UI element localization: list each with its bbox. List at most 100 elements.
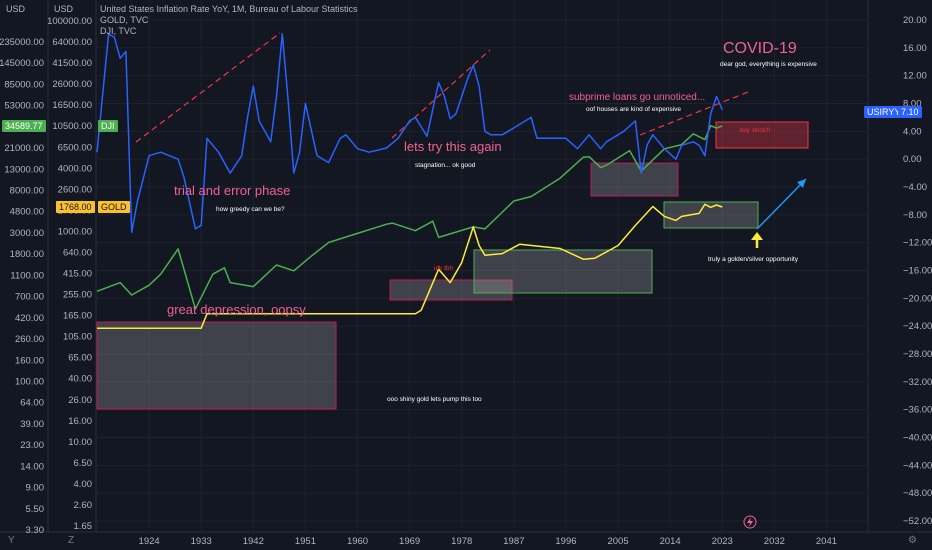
x-tick-label: 1996 [555,536,576,547]
right-tick-label: −32.00 [903,377,932,388]
left-axis-2-tick: 640.00 [63,247,92,258]
annotation-trial-sub: how greedy can we be? [216,206,285,213]
left-axis-2-tick: 6.50 [74,458,93,469]
settings-gear-icon[interactable]: ⚙ [908,535,917,546]
x-tick-label: 2041 [816,536,837,547]
left-axis-1-tick: 4800.00 [10,207,44,218]
projection-arrow-line [756,178,807,230]
left-axis-2-tick: 1.65 [74,521,93,532]
left-axis-2-tick: 4.00 [74,479,93,490]
left-axis-1-tick: 1800.00 [10,249,44,260]
left-axis-1-tick: 8000.00 [10,186,44,197]
lightning-icon-bolt [747,517,753,527]
gold-price-tag: 1768.00 [56,201,95,213]
x-tick-label: 1987 [503,536,524,547]
annotation-stagnation-title: lets try this again [404,139,502,154]
annotation-gold-pump: ooo shiny gold lets pump this too [387,396,482,403]
left-axis-1-tick: 23.00 [20,440,44,451]
legend-dji[interactable]: DJI, TVC [100,26,137,36]
yellow-arrow-head [751,232,763,240]
left-axis-1-unit: USD [6,4,26,14]
x-tick-label: 2005 [607,536,628,547]
right-tick-label: −20.00 [903,293,932,304]
left-axis-1-tick: 3.30 [26,525,45,536]
left-axis-2-tick: 2.60 [74,500,93,511]
left-axis-2-tick: 26000.00 [52,79,92,90]
right-tick-label: −16.00 [903,266,932,277]
annotation-idk: idk tbh [434,265,454,272]
left-axis-2-tick: 255.00 [63,290,92,301]
left-axis-1-tick: 145000.00 [0,58,44,69]
right-tick-label: −28.00 [903,349,932,360]
right-tick-label: 16.00 [903,43,927,54]
left-axis-1-tick: 13000.00 [4,164,44,175]
x-tick-label: 1978 [451,536,472,547]
left-axis-2-tick: 165.00 [63,311,92,322]
annotation-covid-sub: dear god, everything is expensive [720,61,817,68]
x-tick-label: 2014 [660,536,681,547]
lightning-icon[interactable] [743,515,757,529]
right-tick-label: 4.00 [903,126,922,137]
right-tick-label: −48.00 [903,488,932,499]
left-axis-1-tick: 1100.00 [10,270,44,281]
left-axis-1-tick: 160.00 [15,355,44,366]
left-axis-2-tick: 41500.00 [52,58,92,69]
dji-label-tag: DJI [98,120,118,132]
left-axis-2-tick: 100000.00 [47,16,92,27]
right-tick-label: 12.00 [903,71,927,82]
left-axis-2-tick: 2600.00 [58,184,92,195]
x-tick-label: 2032 [764,536,785,547]
right-tick-label: −8.00 [903,210,927,221]
annotation-opportunity: truly a golden/silver opportunity [708,256,798,263]
annotation-subprime-title: subprime loans go unnoticed... [569,92,706,103]
legend-gold[interactable]: GOLD, TVC [100,15,149,25]
right-tick-label: −4.00 [903,182,927,193]
dji-price-tag: 34589.77 [2,120,46,132]
gold-label-tag: GOLD [98,201,130,213]
left-axis-2-tick: 105.00 [63,332,92,343]
x-tick-label: 1924 [139,536,160,547]
right-tick-label: −12.00 [903,238,932,249]
right-tick-label: 20.00 [903,15,927,26]
usiryy-value-tag: 7.10 [898,106,922,118]
x-tick-label: 1960 [347,536,368,547]
left-axis-1-tick: 3000.00 [10,228,44,239]
x-tick-label: 1969 [399,536,420,547]
inflation-series-line [96,33,723,233]
x-tick-label: 2023 [712,536,733,547]
left-axis-1-tick: 420.00 [15,313,44,324]
annotation-subprime-sub: oof houses are kind of expensive [586,106,682,113]
right-tick-label: −24.00 [903,321,932,332]
right-tick-label: 8.00 [903,99,922,110]
right-tick-label: 0.00 [903,154,922,165]
legend-inflation[interactable]: United States Inflation Rate YoY, 1M, Bu… [100,4,358,14]
left-axis-2-tick: 16.00 [68,416,92,427]
left-axis-1-tick: 700.00 [15,292,44,303]
left-axis-2-tick: 40.00 [68,374,92,385]
annotation-covid-title: COVID-19 [723,40,797,57]
left-axis-1-tick: 53000.00 [4,101,44,112]
annotation-depression-title: great depression, oopsy [167,302,306,317]
right-tick-label: −36.00 [903,405,932,416]
x-tick-label: 1951 [295,536,316,547]
left-axis-2-tick: 26.00 [68,395,92,406]
left-axis-2-tick: 10500.00 [52,121,92,132]
left-axis-2-unit: USD [54,4,74,14]
series-layer [96,33,723,329]
y-axis-button[interactable]: Y [8,535,15,546]
gold-range-box [473,249,653,294]
left-axis-2-tick: 64000.00 [52,37,92,48]
left-axis-2-tick: 16500.00 [52,100,92,111]
annotation-boxes [96,121,809,410]
left-axis-1-tick: 9.00 [26,483,45,494]
right-tick-label: −52.00 [903,516,932,527]
left-axis-1-tick: 21000.00 [4,143,44,154]
z-axis-button[interactable]: Z [68,535,75,546]
axis-labels: 20.00 16.00 12.00 8.00 4.00 0.00 −4.00 −8.00 −12… [0,15,932,547]
left-axis-2-tick: 1000.00 [58,226,92,237]
left-axis-1-tick: 85000.00 [4,79,44,90]
left-axis-2-tick: 65.00 [68,353,92,364]
